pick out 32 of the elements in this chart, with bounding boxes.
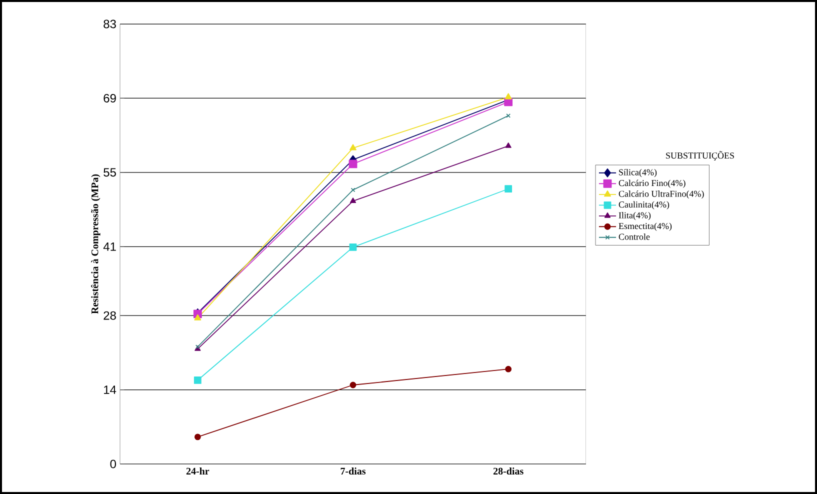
point [505,366,512,372]
legend-label: Controle [618,234,650,240]
legend-label: Caulinita(4%) [618,201,670,210]
point [350,198,356,204]
legend-label: Calcário UltraFino(4%) [618,190,704,199]
legend-label: Sílica(4%) [619,169,657,178]
point [350,382,356,388]
point [194,376,202,384]
point [349,243,357,251]
y-tick-label: 41 [103,242,116,251]
legend-label: Calcário Fino(4%) [618,180,686,188]
x-tick-label: 7-dias [340,468,366,475]
y-axis-title: Resistência à Compressão (MPa) [91,174,100,314]
point [350,188,356,192]
y-tick-label: 69 [104,94,116,102]
legend-label: Esmectita(4%) [618,222,672,231]
legend-title: SUBSTITUIÇÕES [666,150,734,160]
y-tick-label: 0 [110,460,116,468]
point [504,93,512,100]
point [350,144,356,150]
legend-label: Ilita(4%) [618,212,651,220]
y-tick-label: 83 [104,20,116,28]
point [194,434,201,440]
y-tick-label: 55 [104,168,116,177]
point [504,185,512,193]
y-tick-label: 14 [104,386,116,394]
x-tick-label: 28-dias [493,468,524,475]
point [505,142,512,148]
point [194,314,202,320]
x-tick-label: 24-hr [186,468,210,474]
y-tick-label: 28 [104,311,116,320]
point [348,160,358,168]
